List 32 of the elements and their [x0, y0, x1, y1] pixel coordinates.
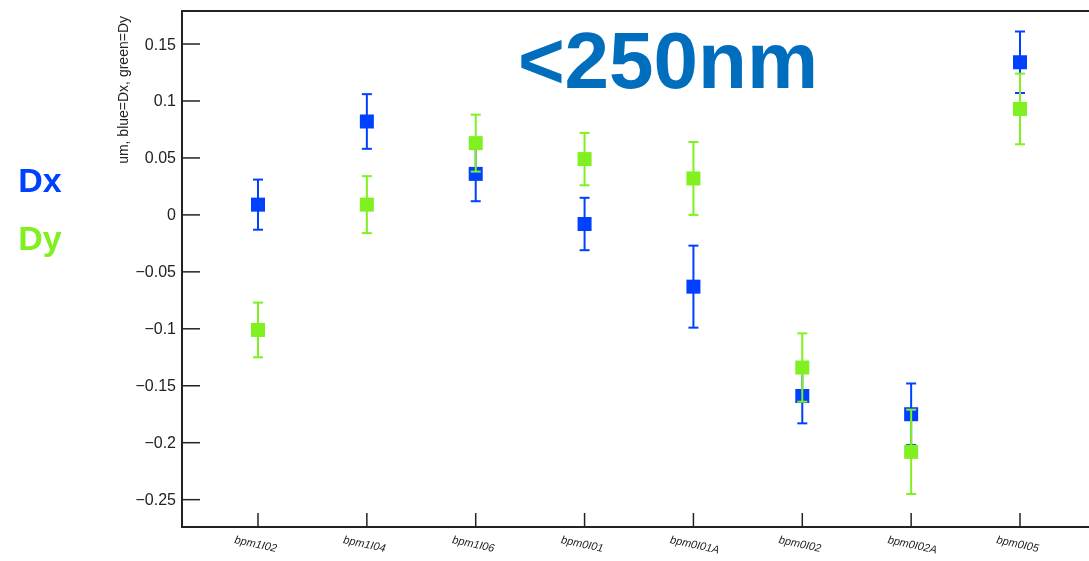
- point: [686, 171, 701, 186]
- text: Dy: [18, 218, 62, 257]
- point: [1013, 55, 1027, 70]
- point: [251, 197, 265, 212]
- y-axis-title: um, blue=Dx, green=Dy: [115, 16, 131, 164]
- y-tick-label: −0.1: [144, 320, 177, 338]
- x-tick-label: bpm1I04: [342, 533, 387, 554]
- point: [359, 197, 374, 212]
- x-tick-label: bpm0I02: [777, 533, 823, 554]
- y-tick-label: −0.15: [135, 377, 177, 395]
- point: [468, 136, 483, 151]
- point: [1013, 101, 1027, 116]
- annotation: <250nm: [517, 16, 819, 105]
- y-tick-label: 0.1: [153, 92, 177, 110]
- x-tick-label: bpm1I02: [233, 533, 278, 554]
- y-tick-label: 0.15: [144, 35, 177, 53]
- point: [251, 322, 265, 337]
- y-tick-label: 0: [167, 206, 177, 224]
- y-tick-label: −0.05: [135, 263, 177, 281]
- point: [359, 114, 374, 129]
- y-tick-label: −0.2: [144, 434, 177, 452]
- y-tick-label: 0.05: [144, 149, 177, 167]
- point: [577, 217, 592, 232]
- point: [686, 279, 701, 294]
- x-tick-label: bpm0I05: [995, 533, 1041, 555]
- x-tick-label: bpm1I06: [451, 533, 497, 555]
- point: [577, 152, 592, 167]
- y-tick-label: −0.25: [135, 491, 177, 509]
- point: [904, 444, 919, 459]
- x-tick-label: bpm0I01: [560, 533, 605, 554]
- text: Dx: [18, 160, 62, 199]
- point: [795, 360, 810, 375]
